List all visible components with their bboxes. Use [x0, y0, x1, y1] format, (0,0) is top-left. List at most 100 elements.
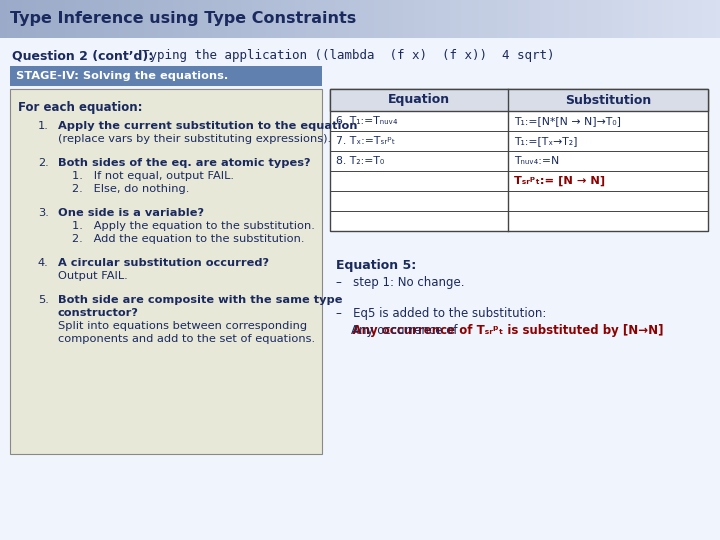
Bar: [551, 0, 555, 38]
Bar: [151, 0, 156, 38]
Bar: [580, 0, 584, 38]
Bar: [97, 0, 102, 38]
Bar: [50, 0, 55, 38]
Bar: [374, 0, 379, 38]
Bar: [148, 0, 152, 38]
Text: 4.: 4.: [38, 258, 49, 268]
Bar: [122, 0, 127, 38]
Bar: [65, 0, 69, 38]
Text: 2.   Add the equation to the substitution.: 2. Add the equation to the substitution.: [72, 234, 305, 244]
Bar: [666, 0, 670, 38]
Bar: [677, 0, 681, 38]
Bar: [652, 0, 656, 38]
Bar: [490, 0, 494, 38]
Text: 6. T₁:=Tₙᵤᵥ₄: 6. T₁:=Tₙᵤᵥ₄: [336, 116, 397, 126]
Bar: [450, 0, 454, 38]
Bar: [493, 0, 498, 38]
Bar: [482, 0, 487, 38]
Bar: [565, 0, 570, 38]
Bar: [338, 0, 343, 38]
Bar: [385, 0, 390, 38]
Text: Any occurrence of: Any occurrence of: [336, 324, 462, 337]
Bar: [709, 0, 714, 38]
Bar: [626, 0, 631, 38]
Bar: [475, 0, 480, 38]
Bar: [594, 0, 598, 38]
Bar: [389, 0, 393, 38]
Bar: [18, 0, 22, 38]
Bar: [43, 0, 48, 38]
Bar: [511, 0, 516, 38]
Bar: [432, 0, 436, 38]
Bar: [54, 0, 58, 38]
Text: Tₛᵣᵖₜ:= [N → N]: Tₛᵣᵖₜ:= [N → N]: [514, 176, 605, 186]
Bar: [184, 0, 188, 38]
Bar: [644, 0, 649, 38]
Bar: [29, 0, 33, 38]
Bar: [684, 0, 688, 38]
Text: 1.   Apply the equation to the substitution.: 1. Apply the equation to the substitutio…: [72, 221, 315, 231]
Bar: [162, 0, 166, 38]
Bar: [0, 0, 4, 38]
Bar: [400, 0, 404, 38]
Bar: [410, 0, 415, 38]
Bar: [418, 0, 422, 38]
Bar: [320, 0, 325, 38]
Bar: [86, 0, 91, 38]
Bar: [392, 0, 397, 38]
Bar: [4, 0, 8, 38]
Bar: [212, 0, 217, 38]
Bar: [14, 0, 19, 38]
Bar: [479, 0, 483, 38]
Bar: [342, 0, 346, 38]
Bar: [245, 0, 249, 38]
Bar: [47, 0, 51, 38]
Bar: [130, 0, 134, 38]
Bar: [364, 0, 368, 38]
Text: Equation: Equation: [388, 93, 450, 106]
Bar: [576, 0, 580, 38]
Bar: [126, 0, 130, 38]
Bar: [601, 0, 606, 38]
Bar: [382, 0, 386, 38]
Bar: [169, 0, 174, 38]
Bar: [317, 0, 321, 38]
Bar: [299, 0, 303, 38]
Text: One side is a variable?: One side is a variable?: [58, 208, 204, 218]
Bar: [414, 0, 418, 38]
Text: Split into equations between corresponding: Split into equations between correspondi…: [58, 321, 307, 331]
Bar: [360, 0, 364, 38]
Bar: [155, 0, 159, 38]
Text: Any occurrence of Tₛᵣᵖₜ is substituted by [N→N]: Any occurrence of Tₛᵣᵖₜ is substituted b…: [336, 324, 664, 337]
Bar: [616, 0, 620, 38]
Bar: [356, 0, 361, 38]
Bar: [241, 0, 246, 38]
Bar: [695, 0, 699, 38]
Bar: [598, 0, 602, 38]
Bar: [346, 0, 350, 38]
Bar: [508, 0, 512, 38]
Bar: [194, 0, 199, 38]
Bar: [180, 0, 184, 38]
Bar: [590, 0, 595, 38]
Bar: [461, 0, 465, 38]
Bar: [659, 0, 663, 38]
Text: 1.: 1.: [38, 121, 49, 131]
Bar: [40, 0, 44, 38]
Bar: [112, 0, 116, 38]
Bar: [371, 0, 375, 38]
Text: (replace vars by their substituting expressions).: (replace vars by their substituting expr…: [58, 134, 331, 144]
Bar: [623, 0, 627, 38]
Bar: [10, 66, 322, 86]
Text: STAGE-IV: Solving the equations.: STAGE-IV: Solving the equations.: [16, 71, 228, 81]
Bar: [713, 0, 717, 38]
Bar: [36, 0, 40, 38]
Bar: [61, 0, 66, 38]
Text: Both side are composite with the same type: Both side are composite with the same ty…: [58, 295, 343, 305]
Bar: [529, 0, 534, 38]
Bar: [464, 0, 469, 38]
Bar: [90, 0, 94, 38]
Bar: [457, 0, 462, 38]
Bar: [209, 0, 213, 38]
Bar: [25, 0, 30, 38]
